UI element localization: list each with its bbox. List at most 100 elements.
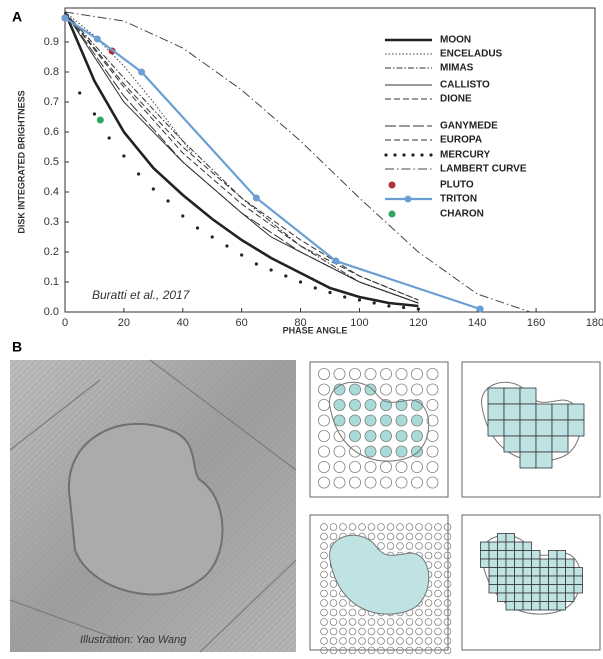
sample-circle <box>349 445 361 458</box>
y-tick-label: 0.9 <box>44 36 59 48</box>
data-point <box>78 91 82 95</box>
sample-circle <box>348 627 357 636</box>
panel-label: B <box>12 339 22 355</box>
pixel-cell <box>519 435 537 453</box>
pixel-cell <box>488 558 498 568</box>
pixel-cell <box>565 558 575 568</box>
sample-circle <box>443 523 452 531</box>
legend-label: EUROPA <box>440 135 482 146</box>
sample-circle <box>411 383 423 396</box>
pixel-cell <box>487 387 505 405</box>
sample-circle <box>415 523 423 531</box>
pixel-cell <box>565 584 575 594</box>
sample-circle <box>434 580 442 588</box>
panel-label: A <box>12 9 22 25</box>
sample-circle <box>377 542 385 550</box>
y-tick-label: 0.0 <box>44 306 59 318</box>
data-point <box>284 274 288 278</box>
sample-circle <box>443 561 452 569</box>
sample-circle <box>329 589 338 598</box>
sample-circle <box>318 445 330 458</box>
legend-label: MOON <box>440 35 471 46</box>
sample-circle <box>364 445 377 458</box>
sample-circle <box>367 618 376 626</box>
pixel-cell <box>548 584 558 594</box>
sample-circle <box>426 476 439 489</box>
sample-circle <box>405 618 414 626</box>
data-point <box>298 280 303 284</box>
pixel-cell <box>522 584 532 594</box>
sample-circle <box>320 570 328 579</box>
sample-circle <box>318 461 330 473</box>
sample-circle <box>339 627 347 636</box>
data-point <box>195 226 200 230</box>
data-point <box>269 268 273 272</box>
sample-circle <box>358 618 366 626</box>
sample-circle <box>377 627 385 636</box>
data-point <box>328 290 332 295</box>
pixel-cell <box>556 575 566 585</box>
pixel-cell <box>573 567 583 577</box>
sample-circle <box>320 627 328 636</box>
sample-circle <box>329 627 338 636</box>
sample-circle <box>349 414 361 427</box>
pixel-cell <box>497 541 507 551</box>
sample-circle <box>339 637 347 645</box>
sample-circle <box>339 523 347 531</box>
data-point <box>151 187 155 191</box>
pixel-cell <box>531 567 541 577</box>
pixel-cell <box>535 419 553 437</box>
pixel-cell <box>505 558 515 568</box>
pixel-cell <box>488 584 498 594</box>
pixel-cell <box>556 601 566 611</box>
sample-circle <box>415 618 423 626</box>
pixel-cell <box>497 550 507 560</box>
pixel-cell <box>565 592 575 602</box>
sample-circle <box>443 580 452 588</box>
sample-circle <box>348 523 357 531</box>
pixel-cell <box>480 550 490 560</box>
sample-circle <box>415 608 423 617</box>
pixel-diagrams <box>309 361 601 655</box>
sample-circle <box>364 414 377 427</box>
sample-circle <box>415 637 423 645</box>
y-tick-label: 0.1 <box>44 276 59 288</box>
pixel-cell <box>514 541 524 551</box>
sample-circle <box>426 445 439 458</box>
sample-circle <box>434 627 442 636</box>
sample-circle <box>415 532 423 541</box>
sample-circle <box>339 599 347 607</box>
sample-circle <box>358 627 366 636</box>
legend-label: GANYMEDE <box>440 121 498 132</box>
sample-circle <box>339 618 347 626</box>
legend-swatch <box>393 153 397 157</box>
data-point <box>387 304 391 308</box>
pixel-cell <box>548 558 558 568</box>
y-tick-label: 0.6 <box>44 126 59 138</box>
sample-circle <box>320 542 328 550</box>
sample-circle <box>396 618 404 626</box>
legend-label: MERCURY <box>440 150 491 161</box>
sample-circle <box>333 368 346 380</box>
sample-circle <box>426 414 439 427</box>
pixel-cell <box>488 550 498 560</box>
pixel-cell <box>548 592 558 602</box>
data-point <box>137 172 141 176</box>
sample-circle <box>348 618 357 626</box>
sample-circle <box>358 523 366 531</box>
pixel-cell <box>519 451 537 469</box>
data-point <box>92 112 97 116</box>
region-outline <box>329 381 430 462</box>
sample-circle <box>333 414 346 427</box>
sample-circle <box>349 399 361 411</box>
sample-circle <box>318 368 330 380</box>
pixel-cell <box>480 558 490 568</box>
sample-circle <box>329 523 338 531</box>
sample-circle <box>364 368 377 380</box>
series-line <box>64 11 193 154</box>
sample-circle <box>424 627 433 636</box>
sample-circle <box>396 532 404 541</box>
pixel-cell <box>539 584 549 594</box>
pixel-cell <box>522 575 532 585</box>
sample-circle <box>333 399 346 411</box>
